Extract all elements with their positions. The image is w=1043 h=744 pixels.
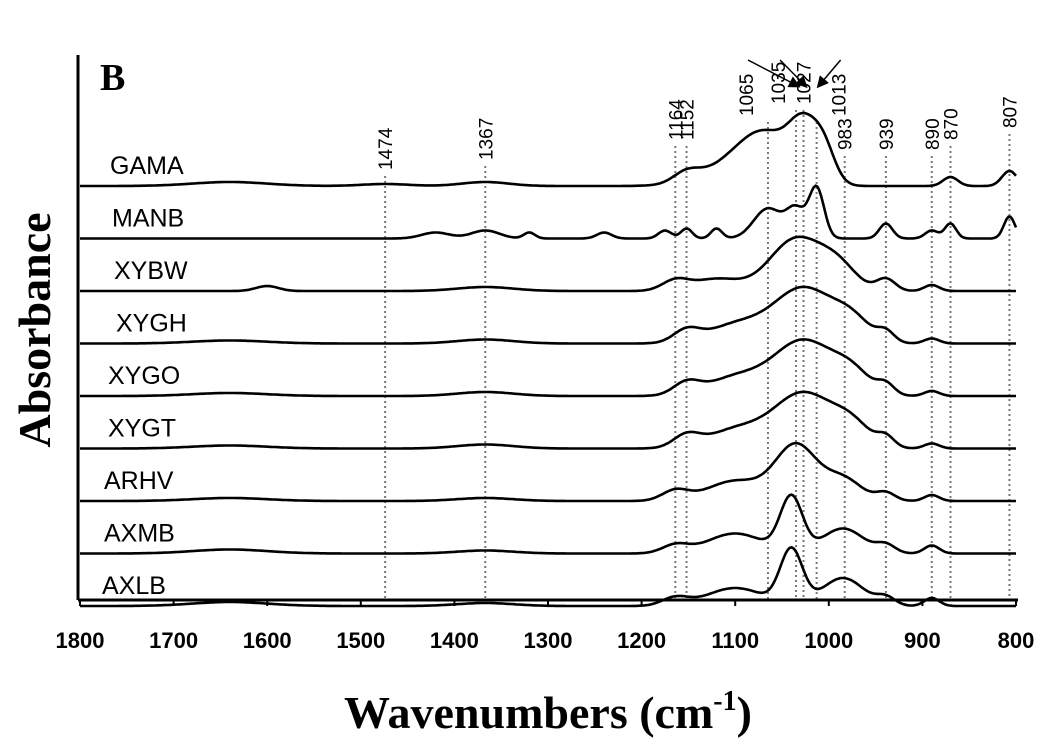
reference-label: 1164 — [666, 99, 687, 140]
x-tick-label: 1000 — [804, 628, 853, 653]
annotation-arrow — [747, 59, 801, 88]
series-label: AXLB — [102, 572, 166, 600]
x-tick-label: 1700 — [149, 628, 198, 653]
series-line — [80, 184, 1018, 240]
series-label: GAMA — [110, 152, 184, 180]
series-label: XYBW — [114, 257, 188, 285]
x-axis-label-sup: -1 — [713, 686, 736, 717]
x-axis-label-close: ) — [737, 687, 752, 738]
spectra — [80, 111, 1018, 608]
reference-label: 983 — [836, 118, 857, 150]
series-label: XYGT — [108, 415, 176, 443]
annotation-arrow — [816, 59, 842, 89]
x-tick-label: 1600 — [243, 628, 292, 653]
reference-label: 1367 — [476, 118, 497, 160]
reference-label: 870 — [941, 108, 962, 140]
x-tick-label: 1400 — [430, 628, 479, 653]
series-label: MANB — [112, 205, 184, 233]
series-line — [80, 338, 1016, 398]
annotation-arrow — [779, 59, 808, 89]
series-label: AXMB — [104, 520, 175, 548]
x-tick-label: 1800 — [56, 628, 105, 653]
x-tick-label: 1300 — [524, 628, 573, 653]
series-line — [80, 545, 1016, 608]
series-line — [80, 235, 1016, 293]
reference-label: 939 — [877, 118, 898, 150]
reference-label: 1035 — [769, 62, 790, 104]
x-axis-label-main: Wavenumbers (cm — [344, 687, 713, 738]
x-tick-label: 900 — [904, 628, 941, 653]
x-ticks: 1800 1700 1600 1500 1400 1300 1200 1100 1000 900 8… — [56, 600, 1035, 653]
x-tick-label: 1200 — [617, 628, 666, 653]
x-tick-label: 1500 — [336, 628, 385, 653]
series-line — [80, 441, 1016, 503]
series-line — [80, 111, 1017, 188]
reference-label: 807 — [1000, 96, 1021, 128]
series-label: ARHV — [104, 467, 174, 495]
reference-label: 1065 — [737, 74, 758, 116]
series-line — [80, 390, 1016, 450]
reference-label: 1152 — [678, 99, 699, 140]
series-label: XYGO — [108, 362, 180, 390]
x-tick-label: 800 — [998, 628, 1035, 653]
x-axis-label: Wavenumbers (cm-1) — [344, 686, 752, 738]
reference-label: 1474 — [376, 127, 397, 170]
reference-label: 1013 — [830, 74, 851, 116]
x-tick-label: 1100 — [711, 628, 759, 653]
panel-label: B — [100, 57, 125, 99]
series-label: XYGH — [116, 310, 187, 338]
annotation-arrows — [747, 59, 842, 89]
reference-label: 1027 — [795, 62, 816, 104]
y-axis-label: Absorbance — [9, 212, 60, 447]
series-labels: GAMA MANB XYBW XYGH XYGO XYGT ARHV AXMB AXLB — [102, 152, 188, 600]
series-line — [80, 285, 1016, 345]
reference-lines — [384, 110, 1011, 600]
series-line — [80, 493, 1016, 555]
reference-label: 890 — [923, 118, 944, 150]
